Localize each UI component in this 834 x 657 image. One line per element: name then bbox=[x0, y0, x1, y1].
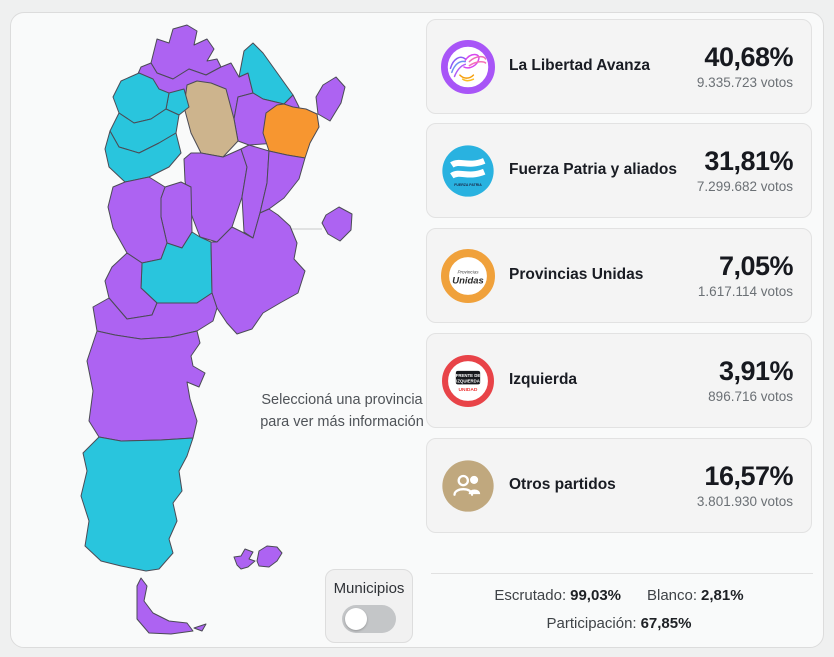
party-card-provincias-unidas: Provincias Unidas Provincias Unidas 7,05… bbox=[426, 228, 812, 323]
party-percent: 3,91% bbox=[718, 355, 794, 386]
party-percent: 7,05% bbox=[718, 250, 794, 281]
municipios-toggle-card: Municipios bbox=[325, 569, 413, 643]
participacion-stat: Participación: 67,85% bbox=[546, 615, 692, 632]
provincias-unidas-logo-icon: Provincias Unidas bbox=[441, 248, 495, 303]
province-isla-de-los-estados[interactable] bbox=[193, 623, 207, 632]
fuerza-patria-flag-icon: FUERZA PATRIA bbox=[441, 144, 495, 198]
svg-text:IZQUIERDA: IZQUIERDA bbox=[456, 378, 480, 383]
blanco-stat: Blanco: 2,81% bbox=[647, 587, 744, 604]
party-percent: 31,81% bbox=[704, 145, 793, 176]
municipios-label: Municipios bbox=[333, 580, 405, 597]
province-corrientes[interactable] bbox=[262, 103, 320, 159]
toggle-knob bbox=[345, 608, 367, 630]
province-tierra-del-fuego[interactable] bbox=[136, 577, 194, 635]
svg-text:UNIDAD: UNIDAD bbox=[459, 387, 478, 393]
party-card-fuerza-patria: FUERZA PATRIA Fuerza Patria y aliados 31… bbox=[426, 123, 812, 218]
results-panel: Seleccioná una provincia para ver más in… bbox=[10, 12, 824, 648]
footer-stats: Escrutado: 99,03% Blanco: 2,81% Participac… bbox=[426, 587, 812, 632]
province-chubut[interactable] bbox=[86, 330, 206, 442]
province-misiones[interactable] bbox=[315, 76, 346, 122]
party-card-otros-partidos: Otros partidos 16,57% 3.801.930 votos bbox=[426, 438, 812, 533]
party-card-la-libertad-avanza: La Libertad Avanza 40,68% 9.335.723 voto… bbox=[426, 19, 812, 114]
province-islas-malvinas-este[interactable] bbox=[256, 545, 283, 568]
party-name: Otros partidos bbox=[509, 476, 616, 494]
province-san-juan[interactable] bbox=[104, 130, 182, 183]
province-islas-malvinas-oeste[interactable] bbox=[233, 548, 256, 570]
party-votes: 1.617.114 votos bbox=[697, 283, 793, 299]
party-name: Izquierda bbox=[509, 371, 578, 389]
party-votes: 7.299.682 votos bbox=[696, 178, 793, 194]
izquierda-logo-icon: FRENTE DE IZQUIERDA UNIDAD bbox=[441, 354, 495, 408]
province-cordoba[interactable] bbox=[183, 148, 248, 243]
party-votes: 896.716 votos bbox=[708, 388, 793, 404]
party-percent: 16,57% bbox=[704, 460, 793, 491]
footer-divider bbox=[431, 573, 813, 574]
party-name: Fuerza Patria y aliados bbox=[509, 161, 677, 179]
argentina-map bbox=[80, 24, 353, 635]
escrutado-stat: Escrutado: 99,03% bbox=[494, 587, 621, 604]
svg-text:FRENTE DE: FRENTE DE bbox=[456, 372, 481, 377]
svg-text:Provincias: Provincias bbox=[457, 269, 479, 274]
party-percent: 40,68% bbox=[704, 41, 793, 72]
province-santiago-del-estero[interactable] bbox=[183, 80, 239, 158]
province-santa-cruz[interactable] bbox=[80, 436, 194, 572]
party-votes: 3.801.930 votos bbox=[696, 493, 793, 509]
party-votes: 9.335.723 votos bbox=[696, 74, 793, 90]
party-card-izquierda: FRENTE DE IZQUIERDA UNIDAD Izquierda 3,9… bbox=[426, 333, 812, 428]
svg-text:FUERZA PATRIA: FUERZA PATRIA bbox=[454, 182, 482, 186]
svg-text:Unidas: Unidas bbox=[452, 275, 483, 286]
province-mendoza[interactable] bbox=[107, 176, 168, 264]
province-caba[interactable] bbox=[321, 206, 353, 242]
municipios-toggle-switch[interactable] bbox=[342, 605, 396, 633]
party-name: Provincias Unidas bbox=[509, 266, 644, 284]
map-hint: Seleccioná una provincia para ver más in… bbox=[260, 392, 424, 431]
party-name: La Libertad Avanza bbox=[509, 57, 650, 75]
people-icon bbox=[441, 459, 495, 513]
province-buenos-aires[interactable] bbox=[210, 208, 306, 335]
la-libertad-avanza-eagle-icon bbox=[441, 39, 495, 94]
province-entre-rios[interactable] bbox=[259, 150, 306, 214]
